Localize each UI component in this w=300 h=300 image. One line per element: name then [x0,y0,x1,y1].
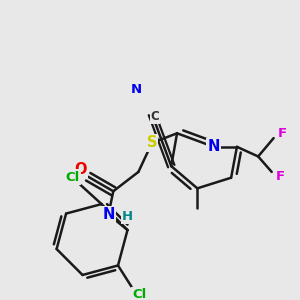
Text: H: H [122,210,133,223]
Text: F: F [278,127,287,140]
Text: N: N [102,207,115,222]
Text: F: F [276,170,285,183]
Text: N: N [208,139,220,154]
Text: O: O [74,163,87,178]
Text: Cl: Cl [65,170,80,184]
Text: Cl: Cl [132,288,146,300]
Text: C: C [151,110,159,123]
Text: N: N [131,83,142,96]
Text: S: S [147,135,157,150]
